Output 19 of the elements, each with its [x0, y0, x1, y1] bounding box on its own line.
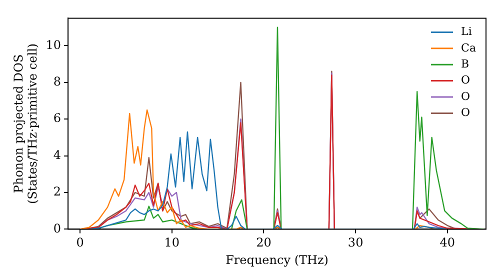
y-tick-label: 2 [53, 184, 62, 199]
legend-label: Ca [461, 41, 476, 54]
y-tick-label: 4 [53, 148, 62, 162]
legend-label: O [461, 74, 470, 87]
y-tick-label: 6 [53, 111, 62, 126]
x-axis-title: Frequency (THz) [226, 252, 328, 267]
y-axis-title: Phonon projected DOS (States/THz·primitive cell) [11, 43, 40, 204]
x-tick-label: 20 [256, 236, 272, 250]
y-tick-label: 8 [53, 74, 62, 89]
y-tick-label: 10 [46, 38, 62, 52]
y-tick-label: 0 [53, 221, 62, 236]
legend-label: O [461, 106, 470, 120]
legend-label: B [461, 57, 470, 70]
x-tick-label: 30 [348, 236, 364, 250]
x-tick-label: 0 [76, 236, 84, 250]
legend-label: O [461, 90, 470, 103]
legend-label: Li [461, 25, 472, 38]
x-tick-label: 10 [164, 236, 180, 250]
x-tick-label: 40 [440, 236, 456, 250]
